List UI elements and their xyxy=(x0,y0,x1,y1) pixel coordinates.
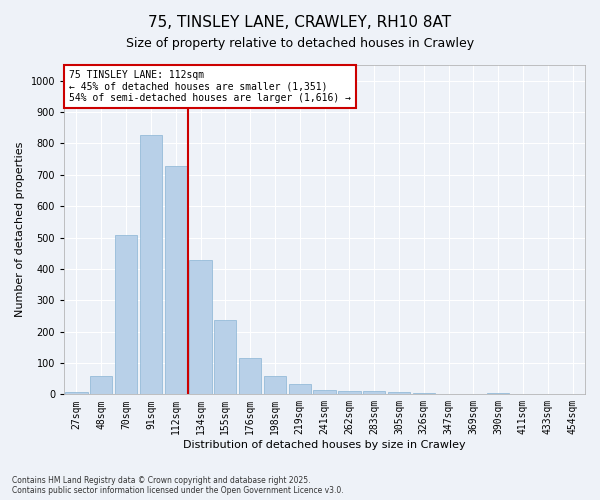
Bar xyxy=(264,376,286,394)
Bar xyxy=(214,320,236,394)
Bar xyxy=(338,391,361,394)
X-axis label: Distribution of detached houses by size in Crawley: Distribution of detached houses by size … xyxy=(183,440,466,450)
Bar xyxy=(363,390,385,394)
Bar xyxy=(164,166,187,394)
Bar xyxy=(65,392,88,394)
Text: 75, TINSLEY LANE, CRAWLEY, RH10 8AT: 75, TINSLEY LANE, CRAWLEY, RH10 8AT xyxy=(148,15,452,30)
Bar xyxy=(239,358,261,395)
Bar xyxy=(90,376,112,394)
Bar xyxy=(140,134,162,394)
Bar xyxy=(289,384,311,394)
Bar xyxy=(313,390,336,394)
Text: Contains HM Land Registry data © Crown copyright and database right 2025.
Contai: Contains HM Land Registry data © Crown c… xyxy=(12,476,344,495)
Bar xyxy=(487,393,509,394)
Text: Size of property relative to detached houses in Crawley: Size of property relative to detached ho… xyxy=(126,38,474,51)
Text: 75 TINSLEY LANE: 112sqm
← 45% of detached houses are smaller (1,351)
54% of semi: 75 TINSLEY LANE: 112sqm ← 45% of detache… xyxy=(69,70,351,103)
Bar xyxy=(388,392,410,394)
Bar xyxy=(115,236,137,394)
Bar xyxy=(190,260,212,394)
Y-axis label: Number of detached properties: Number of detached properties xyxy=(15,142,25,318)
